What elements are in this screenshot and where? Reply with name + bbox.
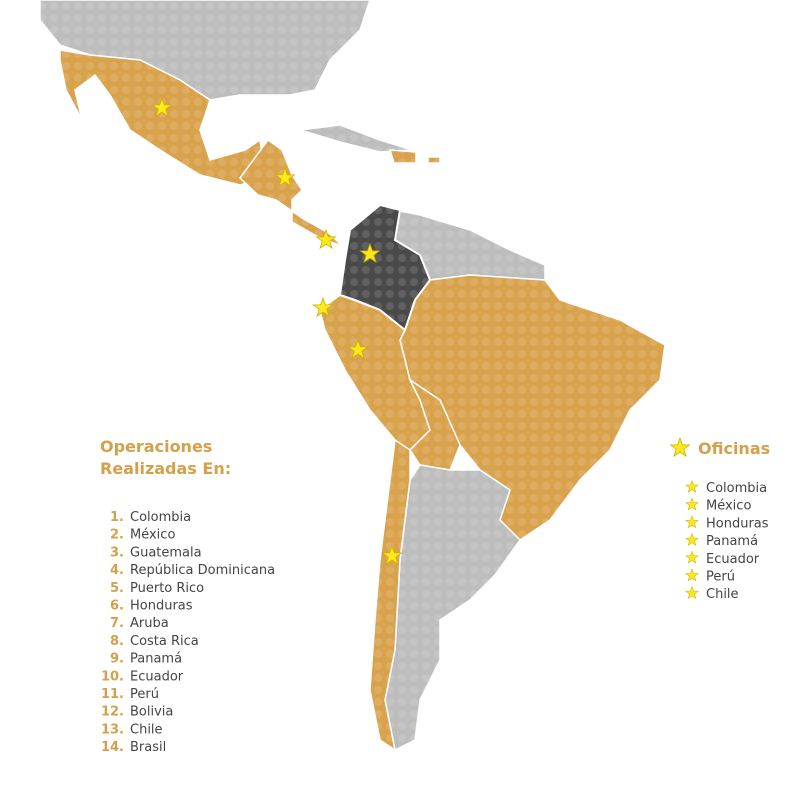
item-name: Brasil [130, 740, 166, 755]
item-name: Chile [130, 722, 163, 737]
item-number: 9. [110, 652, 124, 667]
hispaniola [388, 149, 417, 164]
office-star [685, 551, 699, 564]
office-star [685, 533, 699, 546]
item-name: Ecuador [130, 669, 184, 684]
item-name: Costa Rica [130, 634, 199, 649]
office-star [685, 568, 699, 582]
office-name: Panamá [706, 534, 758, 549]
office-name: Perú [706, 570, 735, 585]
item-number: 7. [110, 616, 124, 631]
item-name: Aruba [130, 616, 169, 631]
office-star [685, 515, 699, 528]
office-name: México [706, 499, 751, 514]
item-name: Perú [130, 687, 159, 702]
office-star [685, 586, 699, 599]
office-name: Colombia [706, 481, 767, 496]
cuba [299, 124, 413, 153]
item-number: 4. [110, 563, 124, 578]
offices-title: Oficinas [698, 439, 770, 458]
item-name: Honduras [130, 599, 193, 614]
item-number: 1. [110, 510, 124, 525]
item-name: República Dominicana [130, 563, 275, 578]
item-number: 13. [101, 722, 124, 737]
item-name: Puerto Rico [130, 581, 204, 596]
item-number: 8. [110, 634, 124, 649]
item-number: 11. [101, 687, 124, 702]
office-star [685, 480, 699, 493]
office-name: Ecuador [706, 552, 760, 567]
offices-legend: Oficinas Colombia México Honduras Panamá Ecu… [670, 437, 770, 602]
operations-title: Operaciones [100, 437, 212, 456]
office-name: Chile [706, 587, 739, 602]
item-name: Colombia [130, 510, 191, 525]
operations-legend: Operaciones Realizadas En: 1. Colombia 2. M… [100, 437, 275, 755]
item-number: 3. [110, 545, 124, 560]
item-name: Panamá [130, 652, 182, 667]
item-number: 6. [110, 599, 124, 614]
operations-title: Realizadas En: [100, 459, 231, 478]
item-number: 10. [101, 669, 124, 684]
office-name: Honduras [706, 516, 769, 531]
item-number: 2. [110, 528, 124, 543]
puerto-rico [427, 156, 441, 164]
item-number: 12. [101, 705, 124, 720]
item-name: Bolivia [130, 705, 173, 720]
item-name: Guatemala [130, 545, 202, 560]
office-star [685, 497, 699, 511]
item-number: 14. [101, 740, 124, 755]
item-number: 5. [110, 581, 124, 596]
item-name: México [130, 528, 175, 543]
north-america [39, 0, 371, 101]
